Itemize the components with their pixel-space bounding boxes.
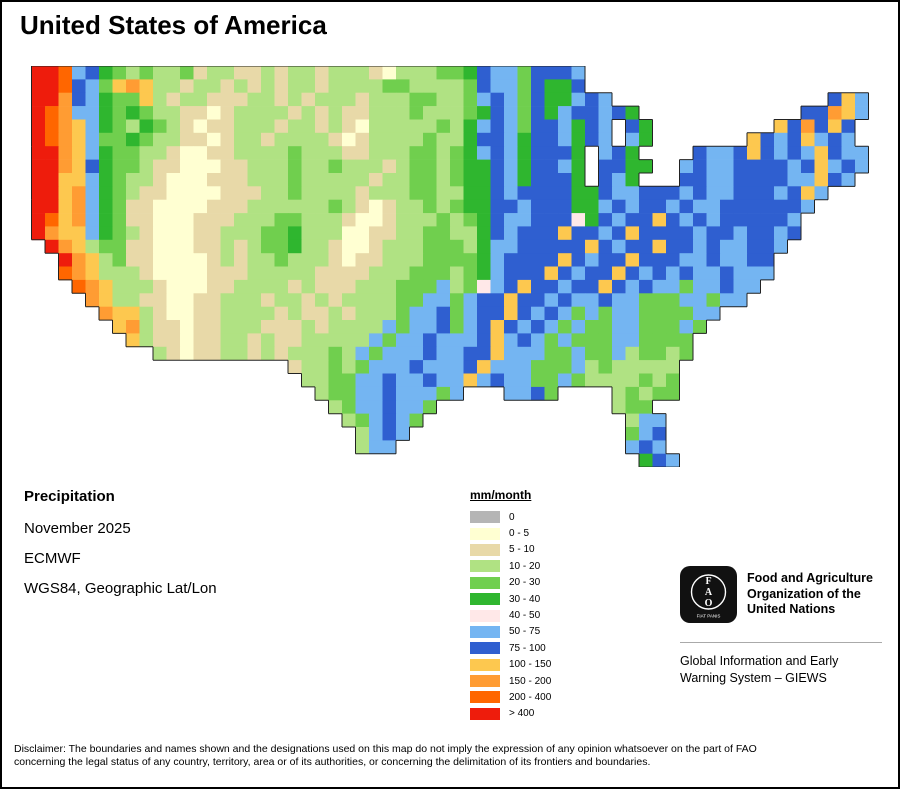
legend-label: 50 - 75 — [509, 626, 541, 638]
legend-label: 30 - 40 — [509, 593, 541, 605]
giews-line-2: Warning System – GIEWS — [680, 670, 827, 685]
fao-logo: F A O FIAT PANIS — [680, 566, 737, 623]
legend-label: 200 - 400 — [509, 691, 552, 703]
legend-label: 20 - 30 — [509, 577, 541, 589]
legend-label: > 400 — [509, 708, 535, 720]
legend-swatch — [470, 625, 500, 638]
legend-label: 40 - 50 — [509, 610, 541, 622]
org-name: Food and Agriculture Organization of the… — [747, 571, 873, 618]
legend-swatch — [470, 511, 500, 524]
legend-label: 75 - 100 — [509, 642, 546, 654]
legend-label: 0 - 5 — [509, 528, 530, 540]
us-precipitation-map — [18, 65, 882, 468]
legend-entry: 20 - 30 — [470, 575, 551, 591]
legend-entry: 75 - 100 — [470, 640, 551, 656]
org-divider — [680, 642, 882, 643]
giews-line-1: Global Information and Early — [680, 654, 839, 668]
legend-entry: 150 - 200 — [470, 673, 551, 689]
giews-text: Global Information and Early Warning Sys… — [680, 653, 838, 686]
legend-swatch — [470, 593, 500, 606]
disclaimer-line-2: concerning the legal status of any count… — [14, 756, 651, 768]
disclaimer-line-1: Disclaimer: The boundaries and names sho… — [14, 743, 757, 755]
fao-logo-motto: FIAT PANIS — [697, 614, 721, 619]
legend-swatch — [470, 576, 500, 589]
legend-label: 150 - 200 — [509, 675, 552, 687]
fao-logo-letter-o: O — [705, 598, 713, 609]
legend-entries: 0 0 - 5 5 - 10 10 - 20 20 - 30 30 - 40 40 - 50… — [470, 509, 551, 722]
legend-title: mm/month — [470, 488, 532, 502]
info-layer-label: Precipitation — [24, 488, 115, 505]
info-source: ECMWF — [24, 550, 81, 567]
org-name-line-1: Food and Agriculture — [747, 571, 873, 586]
legend-swatch — [470, 560, 500, 573]
legend-swatch — [470, 543, 500, 556]
legend-entry: 0 — [470, 509, 551, 525]
fao-logo-letter-f: F — [705, 576, 711, 587]
legend-label: 100 - 150 — [509, 659, 552, 671]
legend-swatch — [470, 707, 500, 720]
disclaimer: Disclaimer: The boundaries and names sho… — [14, 743, 892, 769]
legend-swatch — [470, 642, 500, 655]
legend-swatch — [470, 609, 500, 622]
fao-logo-letter-a: A — [705, 587, 713, 598]
fao-block: F A O FIAT PANIS Food and Agriculture Or… — [680, 566, 873, 623]
legend-label: 0 — [509, 511, 515, 523]
legend-label: 10 - 20 — [509, 560, 541, 572]
legend-entry: 40 - 50 — [470, 607, 551, 623]
legend-entry: 10 - 20 — [470, 558, 551, 574]
legend-label: 5 - 10 — [509, 544, 535, 556]
legend-entry: 5 - 10 — [470, 542, 551, 558]
map-info-block: Precipitation November 2025 ECMWF WGS84,… — [24, 488, 217, 610]
legend-entry: 50 - 75 — [470, 624, 551, 640]
legend-swatch — [470, 527, 500, 540]
info-projection: WGS84, Geographic Lat/Lon — [24, 580, 217, 597]
legend-entry: 100 - 150 — [470, 657, 551, 673]
legend-swatch — [470, 675, 500, 688]
info-date: November 2025 — [24, 520, 131, 537]
legend-entry: > 400 — [470, 706, 551, 722]
legend-entry: 30 - 40 — [470, 591, 551, 607]
org-name-line-3: United Nations — [747, 602, 836, 617]
org-name-line-2: Organization of the — [747, 586, 861, 601]
legend-entry: 200 - 400 — [470, 689, 551, 705]
legend-entry: 0 - 5 — [470, 525, 551, 541]
map-title: United States of America — [20, 10, 327, 40]
us-precipitation-map-svg — [31, 65, 869, 468]
legend-swatch — [470, 691, 500, 704]
legend: mm/month 0 0 - 5 5 - 10 10 - 20 20 - 30 30 - … — [470, 488, 551, 722]
legend-swatch — [470, 658, 500, 671]
